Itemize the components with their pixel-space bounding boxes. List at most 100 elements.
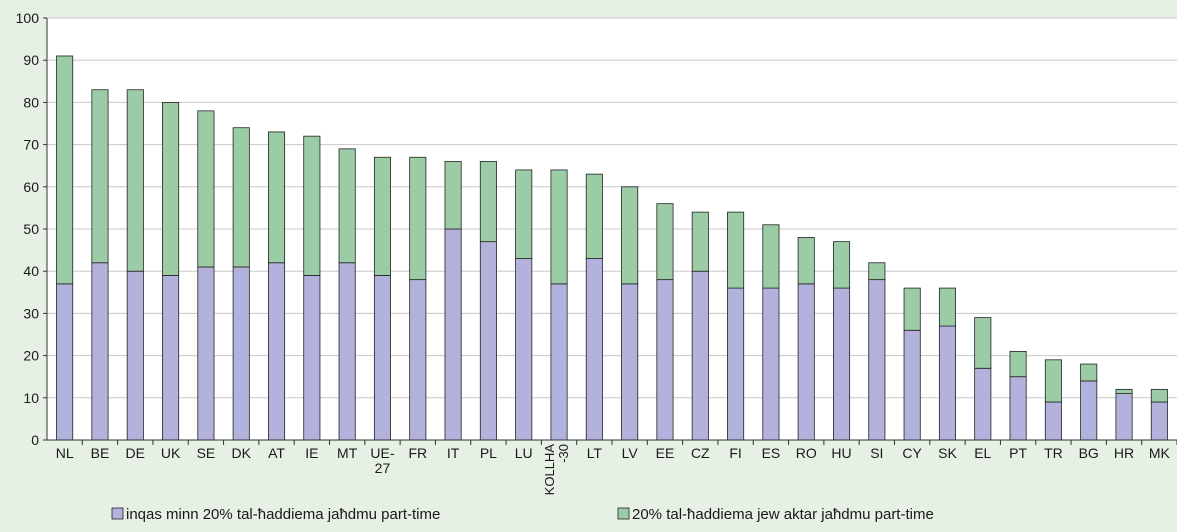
bar-it-series-2 — [444, 161, 462, 230]
x-tick-label: UE- — [370, 445, 394, 461]
bar-bg-series-2 — [1080, 363, 1098, 382]
axes-group — [43, 17, 1177, 445]
bar-at-series-1 — [268, 262, 286, 441]
x-tick-label: FR — [408, 445, 427, 461]
bar-si-series-2 — [868, 262, 886, 281]
x-tick-label: CZ — [691, 445, 710, 461]
bar-uk-series-2 — [162, 102, 180, 276]
bar-fi-series-2 — [727, 211, 745, 289]
bar-lt-series-1 — [585, 258, 603, 441]
y-tick-label: 30 — [23, 305, 39, 321]
bar-cz-series-2 — [691, 211, 709, 272]
bar-tr-series-2 — [1044, 359, 1062, 403]
x-tick-label: SE — [197, 445, 216, 461]
x-tick-label: BG — [1079, 445, 1099, 461]
x-tick-label: HU — [831, 445, 851, 461]
y-tick-label: 20 — [23, 348, 39, 364]
bar-uk-series-1 — [162, 275, 180, 441]
y-tick-label: 70 — [23, 137, 39, 153]
bar-lu-series-1 — [515, 258, 533, 441]
bar-pl-series-2 — [479, 161, 497, 243]
x-tick-label: LV — [622, 445, 639, 461]
bar-fr-series-2 — [409, 156, 427, 281]
y-tick-label: 0 — [31, 432, 39, 448]
x-tick-label: PT — [1009, 445, 1027, 461]
bar-dk-series-2 — [232, 127, 250, 268]
bar-dk-series-1 — [232, 266, 250, 441]
y-tick-label: 60 — [23, 179, 39, 195]
x-tick-label: SI — [870, 445, 883, 461]
x-tick-label: ES — [762, 445, 781, 461]
x-tick-label: MT — [337, 445, 358, 461]
bar-ue-27-series-2 — [373, 156, 391, 276]
bar-ie-series-2 — [303, 135, 321, 276]
bar-sk-series-2 — [938, 287, 956, 327]
bar-lv-series-2 — [621, 186, 639, 285]
bar-ee-series-1 — [656, 279, 674, 441]
x-tick-label-rotated: KOLLHA -30 — [542, 444, 571, 496]
bar-kollha-30-series-1 — [550, 283, 568, 441]
bar-ro-series-2 — [797, 237, 815, 285]
bar-ue-27-series-1 — [373, 275, 391, 441]
bar-si-series-1 — [868, 279, 886, 441]
bar-pt-series-1 — [1009, 376, 1027, 441]
bar-de-series-2 — [126, 89, 144, 272]
x-tick-label: 27 — [375, 460, 391, 476]
legend-swatch-1 — [111, 507, 124, 520]
bar-es-series-1 — [762, 287, 780, 441]
x-tick-label: FI — [729, 445, 741, 461]
x-tick-label: BE — [91, 445, 110, 461]
legend-swatch-2 — [617, 507, 630, 520]
bar-de-series-1 — [126, 270, 144, 441]
x-tick-label: AT — [268, 445, 285, 461]
bar-cy-series-1 — [903, 329, 921, 441]
bar-es-series-2 — [762, 224, 780, 289]
y-tick-label: 40 — [23, 263, 39, 279]
bar-be-series-2 — [91, 89, 109, 264]
x-tick-label: SK — [938, 445, 957, 461]
legend-label-2: 20% tal-ħaddiema jew aktar jaħdmu part-t… — [632, 506, 934, 523]
x-tick-label: -30 — [556, 444, 571, 463]
x-tick-label: DE — [126, 445, 145, 461]
bar-be-series-1 — [91, 262, 109, 441]
legend-label-1: inqas minn 20% tal-ħaddiema jaħdmu part-… — [126, 506, 440, 523]
x-tick-label: LT — [587, 445, 603, 461]
y-tick-label: 50 — [23, 221, 39, 237]
bar-el-series-1 — [974, 367, 992, 441]
bar-it-series-1 — [444, 228, 462, 441]
x-tick-labels: NL BE DE UK SE DK AT IE MT UE-27 FR IT PL LU KOLLHA -30… — [56, 444, 1171, 496]
bar-nl-series-2 — [56, 55, 74, 285]
y-tick-label: 80 — [23, 94, 39, 110]
bar-se-series-2 — [197, 110, 215, 268]
legend: inqas minn 20% tal-ħaddiema jaħdmu part-… — [111, 506, 934, 523]
bar-hr-series-2 — [1115, 388, 1133, 394]
x-tick-label: KOLLHA — [542, 444, 557, 496]
x-tick-label: HR — [1114, 445, 1134, 461]
bar-at-series-2 — [268, 131, 286, 264]
x-tick-label: MK — [1149, 445, 1171, 461]
bar-ro-series-1 — [797, 283, 815, 441]
bar-ee-series-2 — [656, 203, 674, 281]
y-tick-label: 90 — [23, 52, 39, 68]
x-tick-label: LU — [515, 445, 533, 461]
bar-hr-series-1 — [1115, 393, 1133, 441]
x-tick-label: IE — [305, 445, 318, 461]
bar-mk-series-1 — [1150, 401, 1168, 441]
x-tick-label: EE — [656, 445, 675, 461]
bar-bg-series-1 — [1080, 380, 1098, 441]
x-tick-label: TR — [1044, 445, 1063, 461]
bar-nl-series-1 — [56, 283, 74, 441]
bar-hu-series-2 — [833, 241, 851, 289]
bar-hu-series-1 — [833, 287, 851, 441]
bar-el-series-2 — [974, 317, 992, 369]
bar-lu-series-2 — [515, 169, 533, 259]
bar-ie-series-1 — [303, 275, 321, 441]
bar-pl-series-1 — [479, 241, 497, 441]
x-tick-label: EL — [974, 445, 991, 461]
bar-fi-series-1 — [727, 287, 745, 441]
bar-mt-series-1 — [338, 262, 356, 441]
bar-mt-series-2 — [338, 148, 356, 264]
x-tick-label: DK — [231, 445, 251, 461]
